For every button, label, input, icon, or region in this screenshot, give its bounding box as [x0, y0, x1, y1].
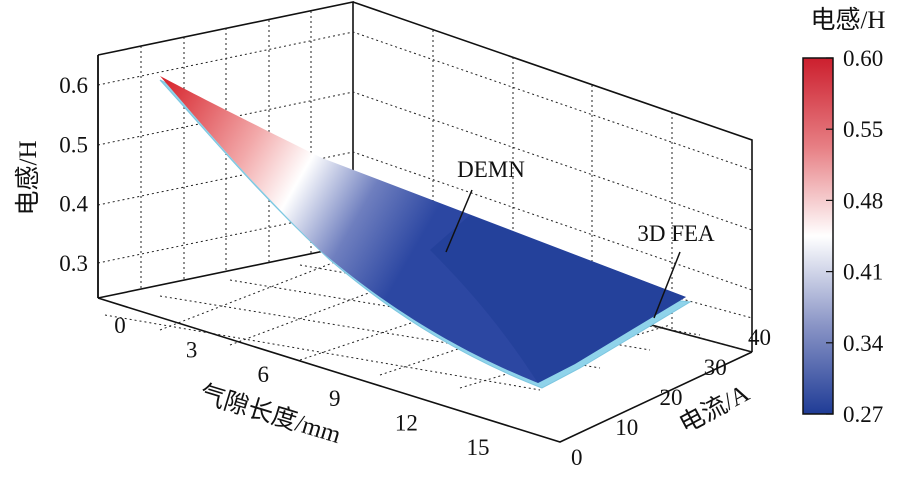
demn-leader [445, 189, 473, 253]
colorbar [802, 57, 834, 415]
x-tick-label: 6 [257, 362, 269, 387]
colorbar-tick-label: 0.27 [843, 402, 883, 427]
z-axis-ticks: 0.3 0.4 0.5 0.6 [59, 73, 88, 276]
fea-leader [653, 251, 681, 319]
x-tick-label: 0 [114, 313, 126, 338]
colorbar-tick-label: 0.41 [843, 260, 883, 285]
colorbar-tick-label: 0.34 [843, 331, 884, 356]
x-tick-label: 3 [186, 337, 198, 362]
z-tick-label: 0.6 [59, 73, 88, 98]
y-axis-ticks: 0 10 20 30 40 [571, 325, 771, 470]
colorbar-tick-label: 0.55 [843, 117, 883, 142]
x-tick-label: 9 [329, 386, 341, 411]
colorbar-title: 电感/H [810, 6, 885, 34]
x-tick-label: 12 [395, 411, 418, 436]
y-tick-label: 20 [660, 385, 683, 410]
z-tick-label: 0.4 [59, 192, 88, 217]
z-axis-label: 电感/H [14, 140, 42, 215]
x-axis-label: 气隙长度/mm [197, 380, 345, 450]
colorbar-tick-label: 0.48 [843, 188, 883, 213]
y-tick-label: 40 [748, 325, 771, 350]
x-tick-label: 15 [467, 435, 490, 460]
demn-annotation: DEMN [457, 157, 525, 182]
x-axis-ticks: 0 3 6 9 12 15 [114, 313, 489, 460]
z-tick-label: 0.5 [59, 132, 88, 157]
colorbar-tick-label: 0.60 [843, 46, 883, 71]
colorbar-ticks: 0.60 0.55 0.48 0.41 0.34 0.27 [826, 46, 884, 427]
z-tick-label: 0.3 [59, 251, 88, 276]
y-tick-label: 30 [704, 355, 727, 380]
y-tick-label: 10 [615, 415, 638, 440]
y-axis-label: 电流/A [675, 379, 754, 439]
fea-annotation: 3D FEA [637, 221, 715, 246]
y-tick-label: 0 [571, 445, 583, 470]
surface-shading [430, 215, 686, 383]
